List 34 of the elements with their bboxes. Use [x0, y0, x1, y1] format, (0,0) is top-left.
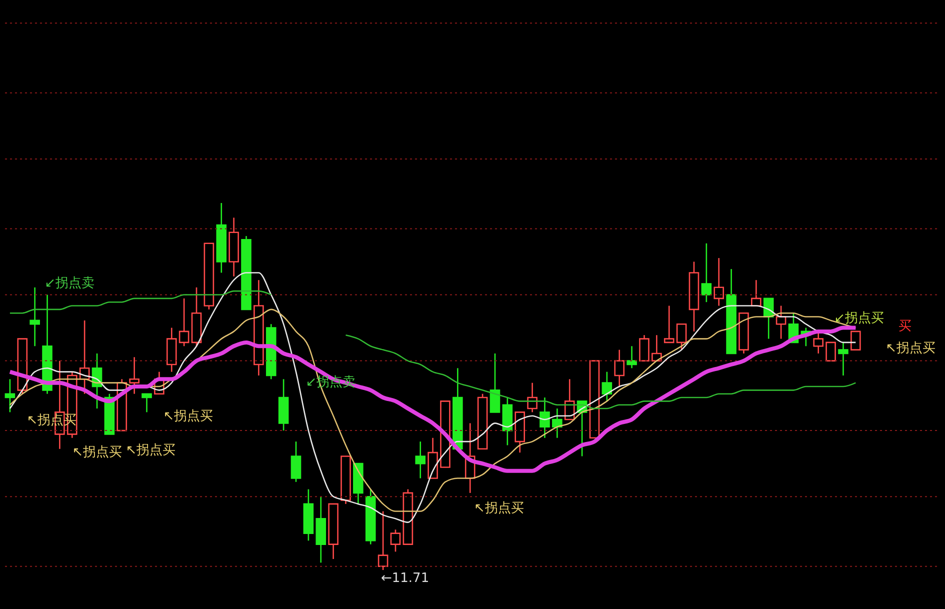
annotation: ↙拐点卖 — [44, 276, 94, 291]
candlestick — [540, 396, 550, 439]
candlestick — [178, 298, 190, 347]
candlestick — [838, 342, 848, 376]
candlestick — [552, 408, 562, 439]
candlestick — [390, 528, 401, 552]
annotation: ↖拐点买 — [126, 443, 176, 458]
candlestick — [664, 305, 674, 344]
candlestick — [676, 323, 687, 350]
candlestick — [602, 371, 612, 402]
text: ↖拐点买 — [886, 341, 936, 356]
candlestick — [813, 330, 824, 354]
annotation: ↙拐点买 — [834, 311, 884, 326]
candlestick — [4, 378, 16, 413]
candlestick — [142, 393, 152, 413]
candlestick — [30, 286, 40, 347]
candlestick — [826, 342, 836, 362]
candlestick — [490, 352, 500, 413]
candlestick — [714, 257, 724, 306]
annotation: ↖拐点买 — [474, 501, 524, 516]
annotation: ↖拐点买 — [72, 445, 122, 460]
candlestick — [626, 345, 637, 369]
text: 买 — [898, 319, 912, 334]
text: ←11.71 — [380, 571, 430, 586]
annotation: ↖拐点买 — [163, 409, 214, 424]
candlestick — [290, 440, 302, 483]
candlestick — [639, 334, 650, 362]
candlestick — [850, 330, 861, 350]
candlestick — [776, 305, 786, 340]
candlestick — [129, 356, 140, 394]
candlestick — [378, 510, 388, 571]
candlestick — [415, 440, 426, 479]
candlestick — [614, 349, 625, 388]
candlestick — [701, 242, 712, 303]
